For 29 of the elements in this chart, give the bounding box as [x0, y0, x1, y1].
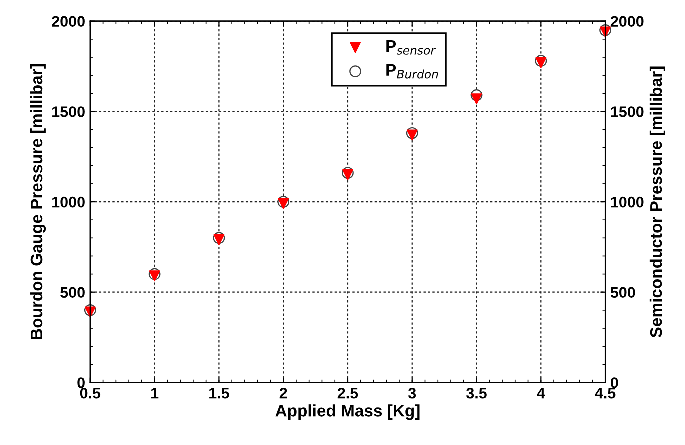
y2-tick-label: 2000 [610, 16, 644, 28]
y2-tick-label: 1500 [611, 106, 644, 118]
legend-label: P$_{sensor}$ [386, 40, 436, 55]
x-tick-label: 3.5 [466, 388, 487, 399]
point [600, 26, 612, 38]
y-tick-label: 2000 [52, 16, 85, 28]
y-axis-title: Bourdon Gauge Pressure [millibar] [30, 64, 46, 340]
x-tick-label: 0.5 [80, 388, 101, 399]
y-tick-label: 1500 [52, 106, 85, 118]
y2-axis-title: Semiconductor Pressure [millibar] [650, 66, 666, 338]
y-tick-label: 500 [60, 287, 85, 298]
y2-tick-label: 1000 [611, 196, 644, 208]
y2-tick-label: 500 [610, 287, 636, 298]
point [471, 94, 482, 105]
y-tick-label: 0 [78, 378, 85, 388]
x-tick-label: 4 [537, 388, 546, 399]
x-tick-label: 2.5 [338, 388, 358, 399]
x-tick-label: 3 [408, 388, 416, 399]
point [406, 130, 418, 141]
x-axis-title: Applied Mass [Kg] [276, 404, 420, 420]
point [214, 234, 225, 246]
y2-tick-label: 0 [611, 378, 618, 388]
legend-label: P$_{Burdon}$ [386, 64, 438, 79]
point [149, 270, 160, 282]
x-tick-label: 2 [280, 388, 288, 399]
x-tick-label: 1.5 [210, 388, 230, 399]
x-tick-label: 1 [152, 388, 159, 399]
x-tick-label: 4.5 [595, 388, 616, 399]
y-tick-label: 1000 [52, 196, 85, 208]
